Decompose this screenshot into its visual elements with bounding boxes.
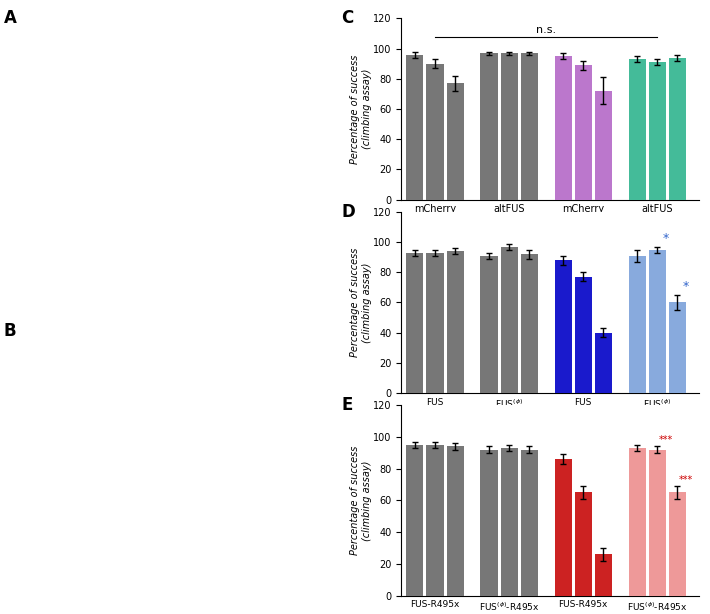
Bar [669,302,686,393]
Bar [501,53,518,200]
Bar [427,445,444,596]
Bar [555,56,572,200]
Bar [628,59,645,200]
Text: *: * [662,232,669,245]
Y-axis label: Percentage of success
(climbing assay): Percentage of success (climbing assay) [350,446,371,555]
Bar [427,64,444,200]
Text: ***: *** [679,475,693,484]
Bar [574,277,591,393]
Bar [555,459,572,596]
Bar [649,62,666,200]
Text: n.s.: n.s. [536,25,556,35]
Bar [406,55,423,200]
Bar [481,255,498,393]
Text: E: E [342,396,353,414]
Text: RU-486: RU-486 [612,233,648,243]
Bar [406,445,423,596]
Text: *: * [683,281,689,293]
Bar [501,448,518,596]
Text: ***: *** [659,435,673,445]
Bar [406,252,423,393]
Bar [669,492,686,596]
Text: B: B [4,322,16,340]
Bar [574,492,591,596]
Text: C: C [342,9,354,28]
Y-axis label: Percentage of success
(climbing assay): Percentage of success (climbing assay) [350,247,371,357]
Bar [481,53,498,200]
Bar [595,333,612,393]
Text: D: D [342,203,355,221]
Y-axis label: Percentage of success
(climbing assay): Percentage of success (climbing assay) [350,54,371,164]
Bar [447,251,464,393]
Bar [649,249,666,393]
Text: A: A [4,9,17,27]
Bar [520,53,537,200]
Bar [628,448,645,596]
Bar [481,449,498,596]
Text: Control: Control [464,233,499,243]
Text: Control: Control [464,426,499,436]
Bar [649,449,666,596]
Bar [669,58,686,200]
Bar [574,65,591,200]
Bar [447,84,464,200]
Bar [427,252,444,393]
Bar [520,449,537,596]
Bar [520,254,537,393]
Text: RU-486: RU-486 [612,426,648,436]
Bar [628,255,645,393]
Bar [595,91,612,200]
Bar [501,247,518,393]
Bar [555,260,572,393]
Bar [595,554,612,596]
Bar [447,446,464,596]
